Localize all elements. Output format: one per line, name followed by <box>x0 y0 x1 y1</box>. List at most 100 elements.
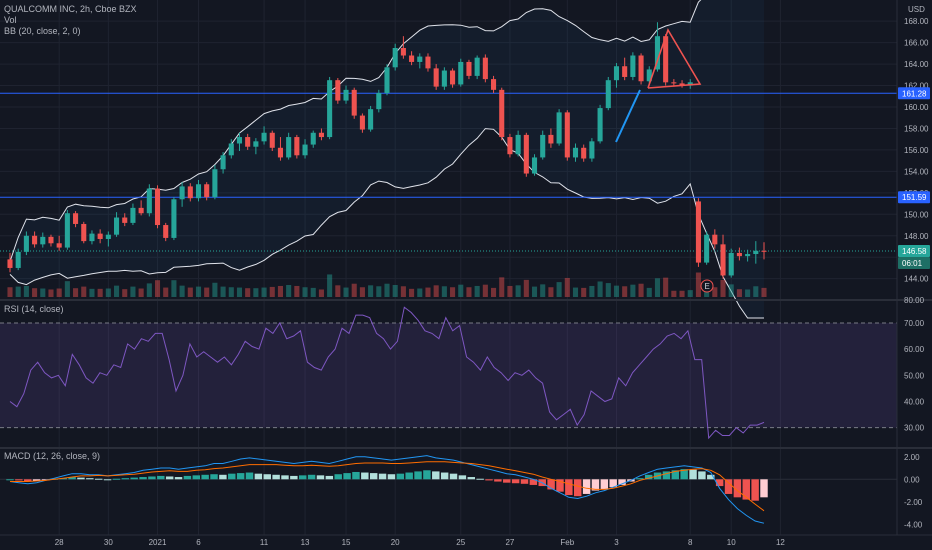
candle <box>433 64 439 90</box>
candle <box>195 179 202 202</box>
volume-bar <box>40 288 46 297</box>
candle <box>56 235 62 251</box>
macd-histogram-bar <box>432 471 440 480</box>
volume-bar <box>753 286 759 297</box>
symbol-title[interactable]: QUALCOMM INC, 2h, Cboe BZX <box>4 4 137 14</box>
macd-legend[interactable]: MACD (12, 26, close, 9) <box>4 451 101 461</box>
candle <box>597 104 603 144</box>
candle <box>212 164 218 200</box>
rsi-tick-label: 50.00 <box>904 371 925 380</box>
time-tick-label: 3 <box>614 538 619 547</box>
panel-dividers[interactable] <box>0 0 932 536</box>
candle-body <box>32 235 38 245</box>
candle <box>638 53 644 85</box>
candle <box>310 130 316 148</box>
volume-bar <box>441 286 447 297</box>
time-axis[interactable]: 28 30 2021 6 11 13 15 20 25 27 Feb 3 8 10 12 <box>55 538 786 547</box>
last-price-tag: 146.58 <box>902 247 927 256</box>
time-tick-label: 8 <box>688 538 693 547</box>
macd-histogram-bar <box>130 477 138 480</box>
macd-histogram-bar <box>467 477 475 480</box>
candle-body <box>548 134 554 144</box>
candle-body <box>720 244 726 276</box>
macd-histogram-bar <box>219 474 227 480</box>
candle-body <box>745 254 751 257</box>
volume-bar <box>745 289 751 297</box>
volume-bar <box>450 287 456 297</box>
volume-bar <box>622 286 628 297</box>
macd-histogram-bar <box>565 479 573 496</box>
macd-histogram-bar <box>174 477 183 480</box>
line-price-tag-bg <box>898 191 930 204</box>
macd-histogram-bar <box>369 473 378 480</box>
earnings-marker[interactable]: E <box>700 279 714 293</box>
candle-body <box>245 137 251 147</box>
macd-histogram-bar <box>671 470 680 480</box>
candle-body <box>556 112 562 144</box>
candle-body <box>392 47 398 68</box>
candle <box>15 248 21 271</box>
candle <box>515 130 521 157</box>
candle-body <box>7 259 13 268</box>
macd-histogram-bar <box>94 478 103 480</box>
candle-body <box>286 137 292 158</box>
macd-histogram-bar <box>32 479 41 481</box>
macd-histogram-bar <box>334 474 342 480</box>
macd-histogram-bar <box>316 475 325 480</box>
macd-histogram-bar <box>121 478 130 480</box>
macd-panel <box>0 455 897 524</box>
bollinger-label[interactable]: BB (20, close, 2, 0) <box>4 26 81 36</box>
macd-histogram-bar <box>644 474 653 480</box>
volume-bar <box>433 285 439 297</box>
drawings[interactable] <box>615 28 702 143</box>
volume-bar <box>318 289 324 297</box>
candle <box>335 78 341 104</box>
candle-body <box>114 217 120 235</box>
candle-body <box>40 236 46 245</box>
candle-body <box>335 80 341 101</box>
macd-signal-line <box>10 461 765 512</box>
volume-bar <box>572 287 579 297</box>
volume-bar <box>458 284 464 297</box>
candle <box>48 234 54 247</box>
volume-bar <box>351 283 357 297</box>
candle <box>400 36 406 59</box>
volume-bar <box>728 284 734 297</box>
time-tick-label: 15 <box>342 538 351 547</box>
volume-bar <box>491 287 497 297</box>
candle <box>663 34 669 86</box>
volume-bar <box>73 288 79 297</box>
candle-body <box>433 68 439 87</box>
candle-body <box>48 236 54 244</box>
candle-body <box>23 235 29 252</box>
candle <box>409 51 415 66</box>
candle-body <box>179 186 185 200</box>
candle-body <box>146 188 152 214</box>
volume-bar <box>687 290 693 297</box>
candle-body <box>138 207 144 214</box>
rsi-tick-label: 70.00 <box>904 319 925 328</box>
triangle-drawing[interactable] <box>647 28 702 89</box>
macd-histogram-bar <box>582 479 591 494</box>
rsi-legend[interactable]: RSI (14, close) <box>4 304 64 314</box>
candle <box>392 43 398 71</box>
volume-label[interactable]: Vol <box>4 15 17 25</box>
volume-bar <box>146 283 152 297</box>
macd-tick-label: -4.00 <box>904 520 923 529</box>
macd-histogram-bar <box>254 473 263 480</box>
candle <box>466 59 472 80</box>
candle <box>425 53 431 72</box>
price-tick-label: 148.00 <box>904 232 929 241</box>
candle <box>417 53 423 69</box>
candle-body <box>638 55 644 82</box>
candle <box>548 128 554 148</box>
candle-body <box>466 61 472 76</box>
trend-line-drawing[interactable] <box>615 89 641 143</box>
macd-histogram-bar <box>290 475 298 480</box>
candle-body <box>15 251 21 268</box>
candle <box>228 139 234 159</box>
price-tick-label: 154.00 <box>904 167 929 176</box>
candle-body <box>499 89 505 138</box>
volume-bar <box>310 287 316 297</box>
